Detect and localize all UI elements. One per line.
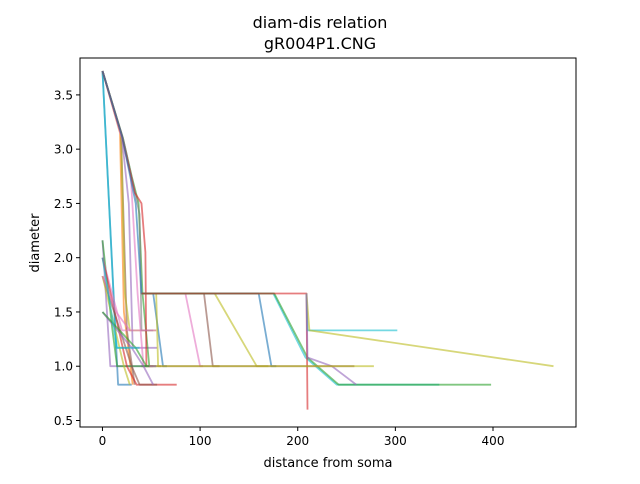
- y-tick-label: 0.5: [54, 414, 73, 428]
- y-tick-label: 2.0: [54, 251, 73, 265]
- y-tick-label: 1.5: [54, 305, 73, 319]
- chart-title: diam-dis relation: [253, 13, 388, 32]
- y-axis-ticks: 0.5 1.0 1.5 2.0 2.5 3.0 3.5: [54, 88, 80, 428]
- series-line-22: [305, 293, 357, 386]
- y-axis-label: diameter: [28, 213, 43, 273]
- series-line-29: [101, 275, 158, 386]
- x-axis-ticks: 0 100 200 300 400: [99, 427, 505, 448]
- x-tick-label: 400: [482, 434, 505, 448]
- series-lines: [101, 70, 554, 410]
- axes-frame: [79, 57, 577, 428]
- series-line-34: [101, 257, 140, 349]
- y-tick-label: 2.5: [54, 197, 73, 211]
- x-axis-label: distance from soma: [264, 456, 393, 471]
- y-tick-label: 1.0: [54, 360, 73, 374]
- y-tick-label: 3.0: [54, 143, 73, 157]
- x-tick-label: 0: [99, 434, 107, 448]
- x-tick-label: 100: [189, 434, 212, 448]
- chart-subtitle: gR004P1.CNG: [264, 34, 376, 53]
- x-tick-label: 300: [384, 434, 407, 448]
- y-tick-label: 3.5: [54, 88, 73, 102]
- x-tick-label: 200: [286, 434, 309, 448]
- series-line-27: [101, 257, 157, 332]
- series-line-31: [101, 311, 154, 386]
